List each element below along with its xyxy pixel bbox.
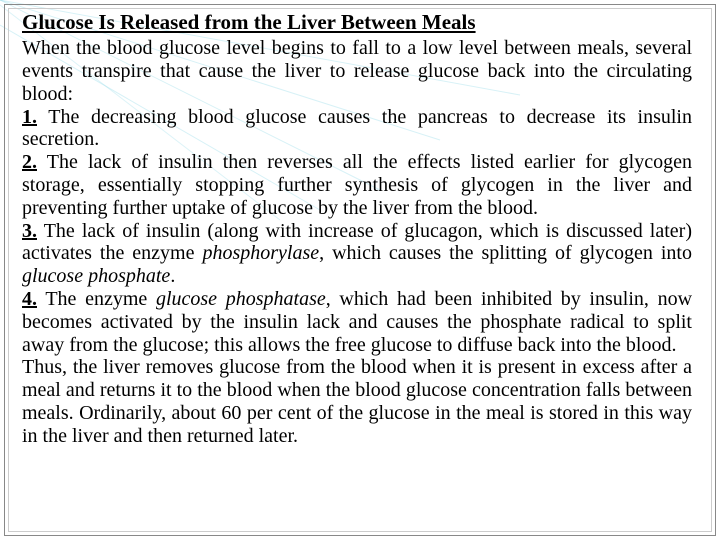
- slide-title: Glucose Is Released from the Liver Betwe…: [22, 10, 692, 35]
- item-number: 4.: [22, 288, 37, 310]
- item-text: .: [170, 265, 175, 287]
- item-text: The enzyme: [37, 288, 156, 310]
- italic-term: glucose phosphate: [22, 265, 170, 287]
- intro-paragraph: When the blood glucose level begins to f…: [22, 37, 692, 105]
- italic-term: phosphorylase: [202, 242, 319, 264]
- list-item-2: 2. The lack of insulin then reverses all…: [22, 151, 692, 219]
- item-number: 2.: [22, 151, 37, 173]
- conclusion-paragraph: Thus, the liver removes glucose from the…: [22, 356, 692, 447]
- item-number: 1.: [22, 106, 37, 128]
- list-item-4: 4. The enzyme glucose phosphatase, which…: [22, 288, 692, 356]
- item-text: The decreasing blood glucose causes the …: [22, 106, 692, 151]
- item-text: , which causes the splitting of glycogen…: [319, 242, 692, 264]
- item-number: 3.: [22, 220, 37, 242]
- slide-content: Glucose Is Released from the Liver Betwe…: [0, 0, 720, 458]
- item-text: The lack of insulin then reverses all th…: [22, 151, 692, 219]
- list-item-3: 3. The lack of insulin (along with incre…: [22, 220, 692, 288]
- list-item-1: 1. The decreasing blood glucose causes t…: [22, 106, 692, 152]
- italic-term: glucose phosphatase: [156, 288, 326, 310]
